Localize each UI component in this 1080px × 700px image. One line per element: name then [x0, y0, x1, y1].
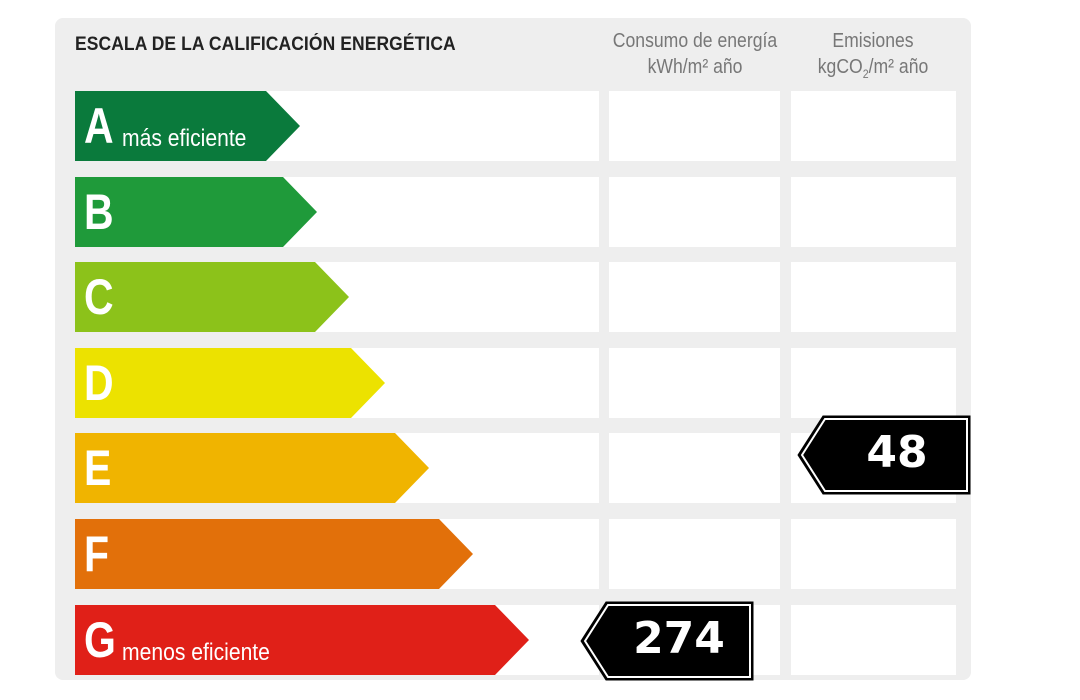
consumo-cell-a — [609, 91, 780, 161]
rating-letter-g: G — [84, 612, 116, 668]
rating-letter-f: F — [84, 526, 110, 582]
consumo-header-line2: kWh/m² año — [647, 56, 743, 78]
consumo-value: 274 — [633, 613, 725, 664]
emisiones-cell-d — [791, 348, 956, 418]
consumo-header-line1: Consumo de energía — [612, 30, 778, 52]
consumo-cell-d — [609, 348, 780, 418]
rating-arrow-a — [75, 91, 300, 161]
emisiones-header-line1: Emisiones — [832, 30, 914, 52]
emisiones-cell-b — [791, 177, 956, 247]
consumo-cell-c — [609, 262, 780, 332]
consumo-cell-f — [609, 519, 780, 589]
rating-arrow-e — [75, 433, 429, 503]
rating-letter-b: B — [84, 184, 114, 240]
consumo-cell-b — [609, 177, 780, 247]
emisiones-cell-f — [791, 519, 956, 589]
rating-description-a: más eficiente — [122, 125, 247, 152]
consumo-cell-e — [609, 433, 780, 503]
rating-description-g: menos eficiente — [122, 639, 270, 666]
rating-arrow-f — [75, 519, 473, 589]
rating-letter-c: C — [84, 269, 114, 325]
emisiones-cell-g — [791, 605, 956, 675]
rating-letter-d: D — [84, 355, 114, 411]
rating-arrow-b — [75, 177, 317, 247]
emisiones-unit-pre: kgCO — [817, 56, 863, 78]
emisiones-badge-shape — [797, 415, 971, 495]
emisiones-value-badge: 48 — [797, 415, 972, 500]
emisiones-unit-sub: 2 — [862, 67, 869, 81]
rating-letter-a: A — [84, 98, 114, 154]
label-title: ESCALA DE LA CALIFICACIÓN ENERGÉTICA — [75, 34, 456, 55]
rating-arrow-d — [75, 348, 385, 418]
emisiones-cell-a — [791, 91, 956, 161]
rating-letter-e: E — [84, 440, 112, 496]
emisiones-cell-c — [791, 262, 956, 332]
emisiones-unit-post: /m² año — [868, 56, 929, 78]
consumo-column-header: Consumo de energía kWh/m² año — [611, 28, 778, 80]
emisiones-header-line2: kgCO2/m² año — [794, 54, 952, 87]
rating-arrow-c — [75, 262, 349, 332]
emisiones-value: 48 — [866, 427, 928, 478]
rating-arrow-g — [75, 605, 529, 675]
emisiones-column-header: Emisiones kgCO2/m² año — [794, 28, 952, 87]
consumo-badge-shape — [580, 601, 754, 681]
consumo-value-badge: 274 — [580, 601, 755, 686]
